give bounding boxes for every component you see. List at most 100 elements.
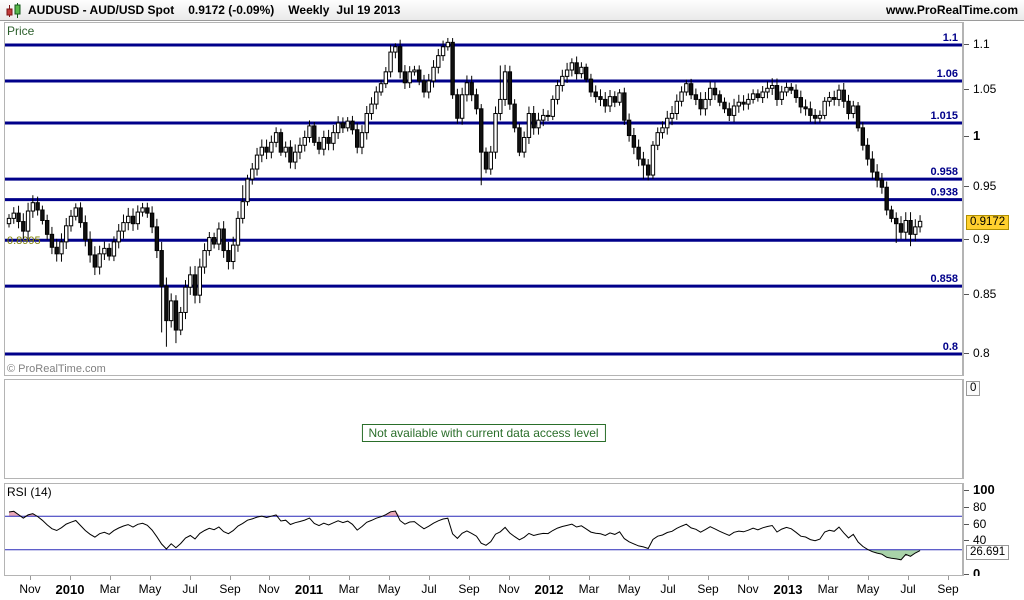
candle xyxy=(211,232,217,249)
candle xyxy=(230,236,236,270)
candle xyxy=(736,94,742,113)
rsi-axis[interactable]: 26.691 100 80 60 40 0 xyxy=(963,483,1024,581)
x-axis-month-label: Nov xyxy=(498,582,520,596)
candle xyxy=(235,211,241,252)
rsi-canvas[interactable] xyxy=(5,484,962,575)
candle xyxy=(16,205,21,229)
price-chart-panel[interactable]: Price © ProRealTime.com 1.1 1.06 1.015 0.95… xyxy=(4,22,963,376)
candle xyxy=(164,277,169,347)
candle xyxy=(622,87,627,126)
candle xyxy=(202,243,207,274)
candle xyxy=(593,85,598,103)
x-axis-month-label: Jul xyxy=(182,582,198,596)
volume-panel[interactable]: Not available with current data access l… xyxy=(4,379,963,479)
candle xyxy=(874,164,880,188)
candle xyxy=(898,216,904,240)
x-axis-tick xyxy=(908,576,909,580)
candle xyxy=(321,130,327,156)
candle xyxy=(603,92,608,113)
candle xyxy=(574,56,579,80)
x-axis-tick xyxy=(349,576,350,580)
candle xyxy=(359,125,365,155)
candle xyxy=(731,98,737,122)
candle xyxy=(631,127,637,155)
candle xyxy=(407,66,412,88)
candle xyxy=(636,139,641,167)
prorealtime-link[interactable]: www.ProRealTime.com xyxy=(885,3,1018,17)
candle xyxy=(154,218,160,259)
x-axis-month-label: Nov xyxy=(737,582,759,596)
time-axis[interactable]: Nov 2010 Mar May Jul Sep Nov 2011 Mar May Jul Sep No… xyxy=(0,576,1024,600)
candle xyxy=(712,82,718,101)
candle xyxy=(560,69,565,92)
candle xyxy=(641,151,646,180)
candle xyxy=(140,202,145,217)
rsi-tick: 80 xyxy=(973,500,987,514)
x-axis-year-label: 2011 xyxy=(294,582,324,597)
price-chart-canvas[interactable]: 1.1 1.06 1.015 0.958 0.938 0.8995 0.858 0.8 xyxy=(5,23,962,375)
candle xyxy=(479,104,484,186)
candle xyxy=(436,48,441,74)
candle xyxy=(297,137,303,160)
candle xyxy=(278,128,284,156)
level-label: 1.06 xyxy=(937,68,958,80)
rsi-tick: 40 xyxy=(973,533,987,547)
candle xyxy=(92,246,98,276)
candle xyxy=(316,136,322,155)
volume-axis[interactable]: 0 xyxy=(963,379,1024,479)
candle xyxy=(307,120,312,143)
candle xyxy=(402,65,408,89)
candle xyxy=(536,112,541,135)
candle xyxy=(364,106,369,140)
candle xyxy=(83,215,88,247)
candle xyxy=(688,78,694,100)
x-axis-year-label: 2012 xyxy=(534,582,564,597)
candle xyxy=(383,67,389,89)
x-axis-month-label: Sep xyxy=(697,582,719,596)
candle xyxy=(340,117,346,133)
candle xyxy=(579,62,584,79)
candle xyxy=(770,78,775,95)
rsi-panel-title: RSI (14) xyxy=(7,485,52,499)
level-label: 1.015 xyxy=(930,110,958,122)
candle xyxy=(388,45,393,78)
price-tick-dash xyxy=(964,186,969,187)
candle xyxy=(793,84,799,103)
candle xyxy=(345,117,350,132)
x-axis-month-label: Jul xyxy=(660,582,676,596)
candle xyxy=(259,139,265,163)
candle xyxy=(612,91,617,108)
level-label: 0.8 xyxy=(943,341,958,353)
candle xyxy=(6,214,12,228)
candle xyxy=(555,80,560,105)
candle xyxy=(192,265,198,304)
candle xyxy=(207,231,212,256)
price-panel-title: Price xyxy=(7,24,35,38)
candle xyxy=(851,100,856,119)
candle xyxy=(512,99,517,133)
candle xyxy=(846,94,851,120)
candle xyxy=(798,90,804,114)
candle xyxy=(130,208,136,231)
candle xyxy=(655,127,660,151)
price-axis[interactable]: 0.9172 1.1 1.05 1 0.95 0.9 0.85 0.8 xyxy=(963,22,1024,376)
x-axis-tick xyxy=(429,576,430,580)
candle xyxy=(97,245,102,275)
x-axis-tick xyxy=(309,576,310,580)
rsi-panel[interactable]: RSI (14) xyxy=(4,483,963,576)
candle xyxy=(102,241,107,260)
x-axis-tick xyxy=(110,576,111,580)
candle xyxy=(25,202,31,239)
candle xyxy=(254,147,260,176)
candle xyxy=(827,91,832,107)
x-axis-tick xyxy=(549,576,550,580)
candle xyxy=(526,106,532,144)
x-axis-tick xyxy=(469,576,470,580)
price-tick: 0.9 xyxy=(973,232,990,246)
candle xyxy=(879,172,885,194)
candle xyxy=(541,108,546,127)
candle xyxy=(459,87,465,125)
price-tick: 0.95 xyxy=(973,179,997,193)
candle xyxy=(326,129,331,151)
price-tick-dash xyxy=(964,136,969,137)
